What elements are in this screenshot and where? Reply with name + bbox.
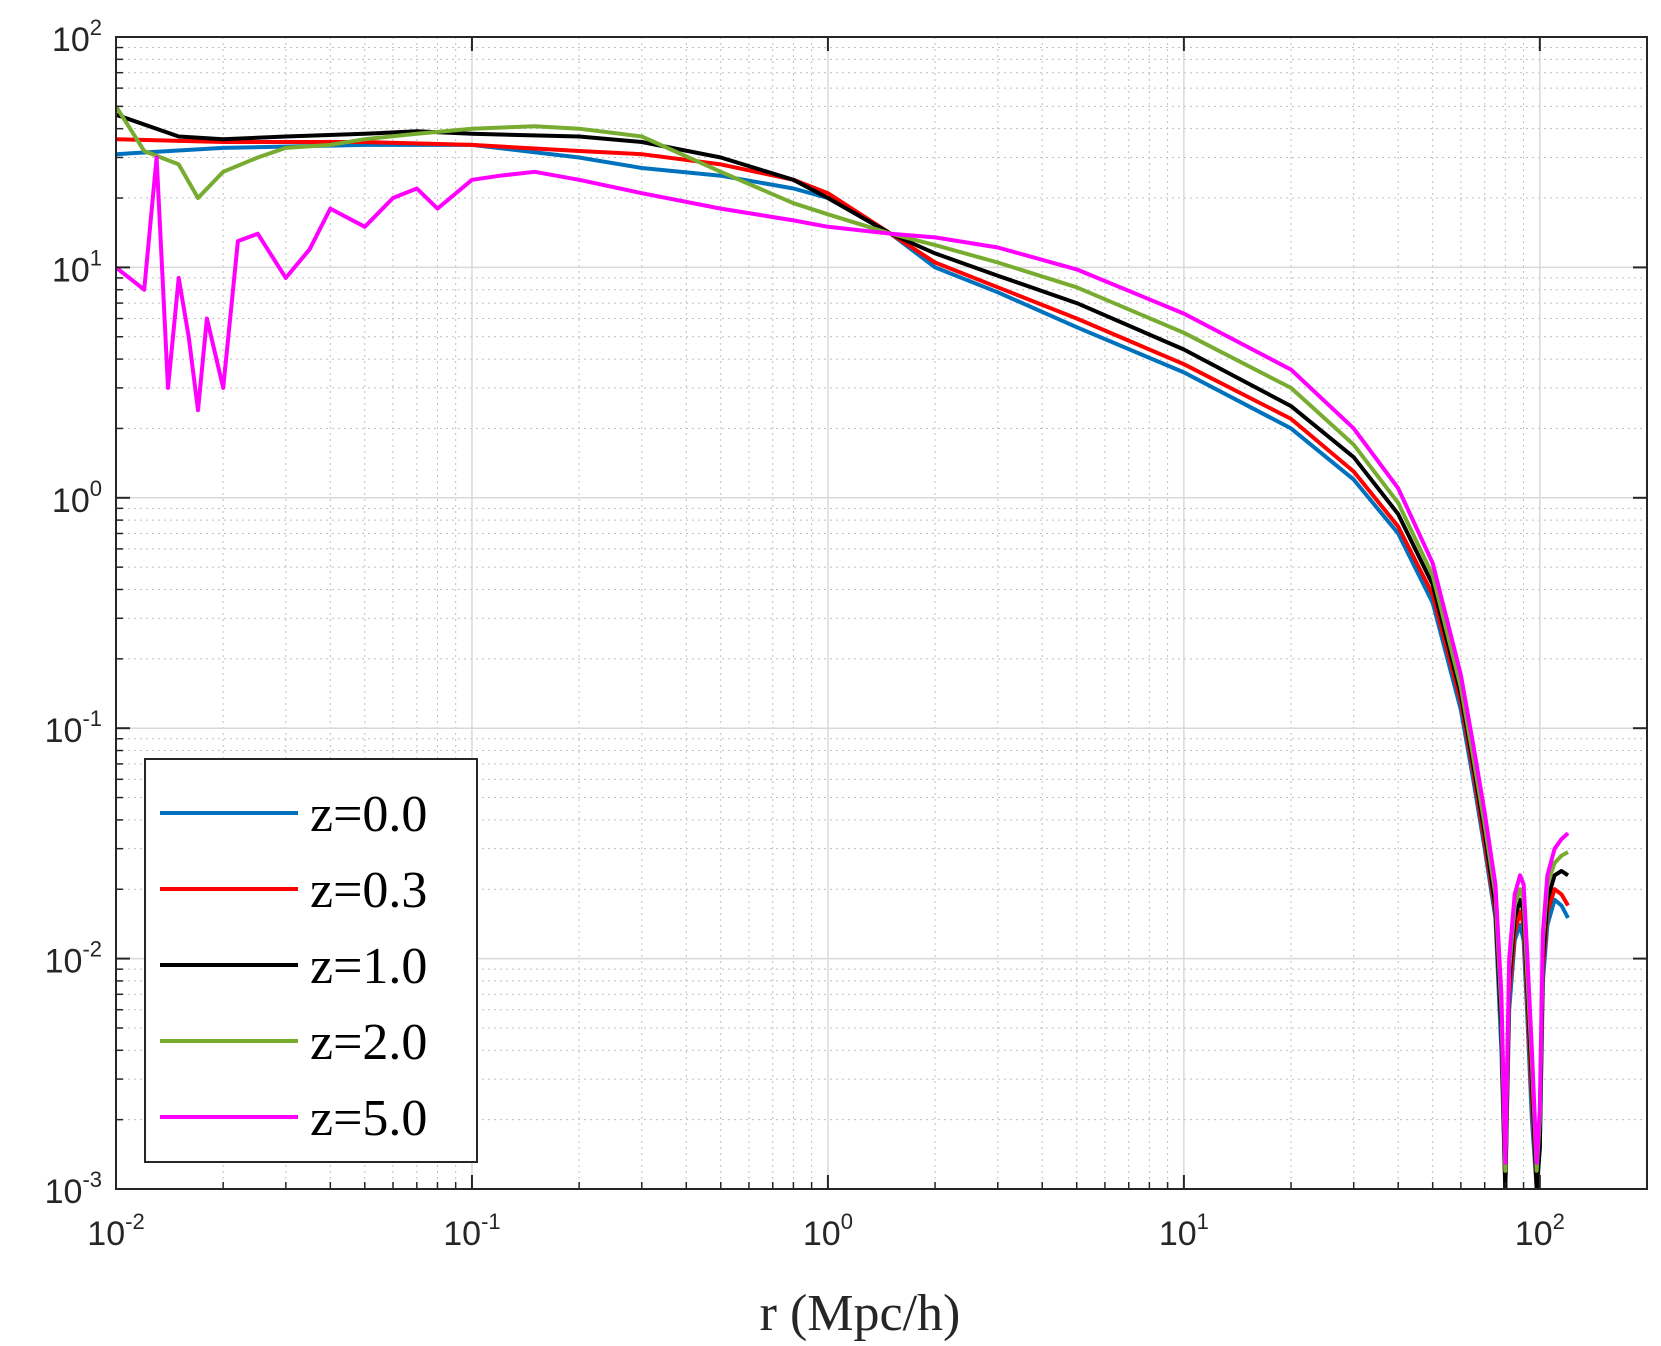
x-tick-label: 102 bbox=[1515, 1209, 1565, 1253]
x-tick-label: 100 bbox=[803, 1209, 853, 1253]
legend-box bbox=[144, 758, 478, 1163]
x-tick-label: 101 bbox=[1159, 1209, 1209, 1253]
x-tick-label: 10-1 bbox=[443, 1209, 500, 1253]
y-tick-label: 10-2 bbox=[45, 937, 102, 981]
x-axis-label: r (Mpc/h) bbox=[760, 1285, 961, 1342]
y-tick-label: 10-3 bbox=[45, 1167, 102, 1211]
legend-label: z=5.0 bbox=[310, 1090, 427, 1147]
legend-label: z=2.0 bbox=[310, 1014, 427, 1071]
legend-label: z=1.0 bbox=[310, 938, 427, 995]
ticks bbox=[115, 36, 1648, 1190]
y-tick-label: 101 bbox=[52, 245, 102, 289]
series-layer bbox=[116, 105, 1570, 1189]
series-line-z-5-0 bbox=[116, 155, 1570, 1165]
plot-frame bbox=[115, 36, 1648, 1190]
y-tick-label: 10-1 bbox=[45, 706, 102, 750]
y-tick-label: 100 bbox=[52, 476, 102, 520]
legend-label: z=0.0 bbox=[310, 786, 427, 843]
legend-label: z=0.3 bbox=[310, 862, 427, 919]
y-tick-labels: 10-3 10-2 10-1 100 101 102 bbox=[45, 15, 102, 1211]
x-tick-label: 10-2 bbox=[87, 1209, 144, 1253]
y-tick-label: 102 bbox=[52, 15, 102, 59]
legend: z=0.0 z=0.3 z=1.0 z=2.0 z=5.0 bbox=[144, 758, 478, 1163]
x-tick-labels: 10-2 10-1 100 101 102 bbox=[87, 1209, 1565, 1253]
